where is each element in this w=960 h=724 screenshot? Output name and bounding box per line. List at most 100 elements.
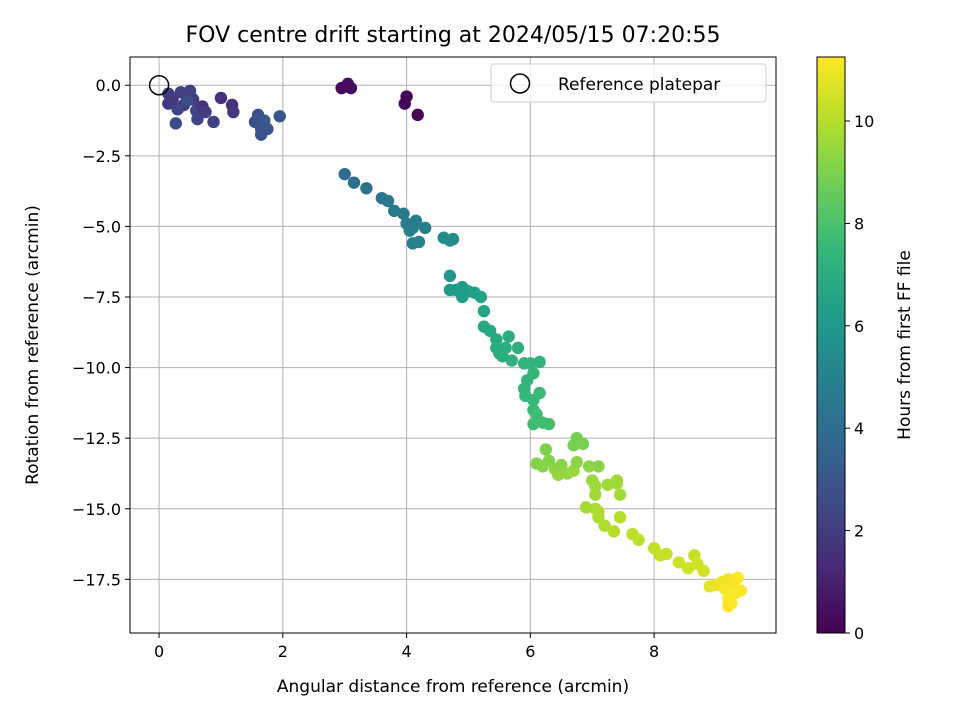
data-point [344,81,358,95]
data-point [579,501,593,514]
grid-lines [130,57,776,633]
reference-marker [148,74,170,96]
legend-marker [509,73,531,94]
data-point [180,94,194,107]
y-tick-label: 0.0 [96,76,121,95]
data-point [418,221,432,235]
data-point [533,386,546,400]
y-axis-ticks: 0.0 −2.5 −5.0 −7.5 −10.0 −12.5 −15.0 −17.5 [72,76,130,589]
data-point [214,91,228,105]
data-point [502,330,515,343]
y-axis-label: Rotation from reference (arcmin) [23,205,43,485]
data-point [582,460,596,473]
colorbar-gradient [817,57,845,633]
x-axis-label: Angular distance from reference (arcmin) [277,677,629,697]
data-point [261,122,274,136]
data-point [551,468,565,482]
data-point [171,103,184,116]
data-point [570,455,583,469]
y-tick-label: −7.5 [82,288,121,307]
data-point [613,488,627,501]
plot-frame [129,56,777,634]
data-point [731,571,744,585]
data-point [592,505,605,518]
data-point [381,194,395,208]
data-point [613,511,627,524]
data-point [169,117,182,130]
data-point [338,167,351,181]
data-point [191,112,204,126]
data-point [499,341,512,355]
data-point [199,105,212,119]
data-point [162,97,175,110]
y-tick-label: −2.5 [82,147,121,166]
data-point [610,474,624,487]
data-point [542,417,556,431]
data-point [360,182,373,195]
reference-marker-layer [148,74,170,96]
data-point [227,105,240,119]
data-point [409,214,423,227]
colorbar-frame [816,56,846,634]
data-point [607,525,621,538]
x-tick-label: 6 [525,642,535,661]
data-point [446,232,460,246]
data-point [490,333,503,346]
chart-title: FOV centre drift starting at 2024/05/15 … [186,23,721,48]
data-point [592,460,605,473]
data-point [474,290,488,304]
data-point [539,443,553,456]
colorbar-label: Hours from first FF file [895,250,915,440]
data-point [598,519,611,532]
x-tick-label: 0 [154,642,164,661]
data-points [162,77,747,613]
colorbar-tick-label: 8 [854,214,864,233]
data-point [207,115,220,129]
data-point [477,304,491,318]
x-tick-label: 4 [401,642,411,661]
data-point [589,479,602,493]
y-tick-label: −10.0 [72,359,121,378]
data-point [398,97,411,110]
data-point [524,357,537,370]
colorbar-tick-label: 4 [854,419,864,438]
data-point [576,437,590,451]
data-point [589,488,602,501]
y-tick-label: −17.5 [72,570,121,589]
data-point [632,533,645,547]
data-point [511,341,525,355]
data-point [681,561,695,575]
y-tick-label: −12.5 [72,429,121,448]
legend-box [490,63,767,103]
legend: Reference platepar [490,63,767,103]
data-point [403,224,416,237]
data-point [660,547,673,561]
data-point [347,176,361,189]
x-tick-label: 2 [278,642,288,661]
x-axis-ticks: 0 2 4 6 8 [154,633,659,661]
data-point [734,584,747,597]
data-point [527,417,540,431]
x-tick-label: 8 [649,642,659,661]
data-point [722,599,735,613]
data-point [697,564,710,578]
colorbar-ticks: 0 2 4 6 8 10 [845,112,874,643]
data-point [672,556,686,569]
data-point [273,110,286,123]
data-point [505,354,518,367]
data-point [412,235,426,249]
data-point [443,269,457,283]
y-tick-label: −5.0 [82,217,121,236]
data-point [397,207,410,220]
colorbar-tick-label: 6 [854,317,864,336]
colorbar-tick-label: 0 [854,624,864,643]
data-point [533,355,546,369]
y-tick-label: −15.0 [72,500,121,519]
colorbar-tick-label: 10 [854,112,874,131]
legend-label: Reference platepar [558,75,720,95]
data-point [601,478,614,491]
data-point [527,367,540,380]
